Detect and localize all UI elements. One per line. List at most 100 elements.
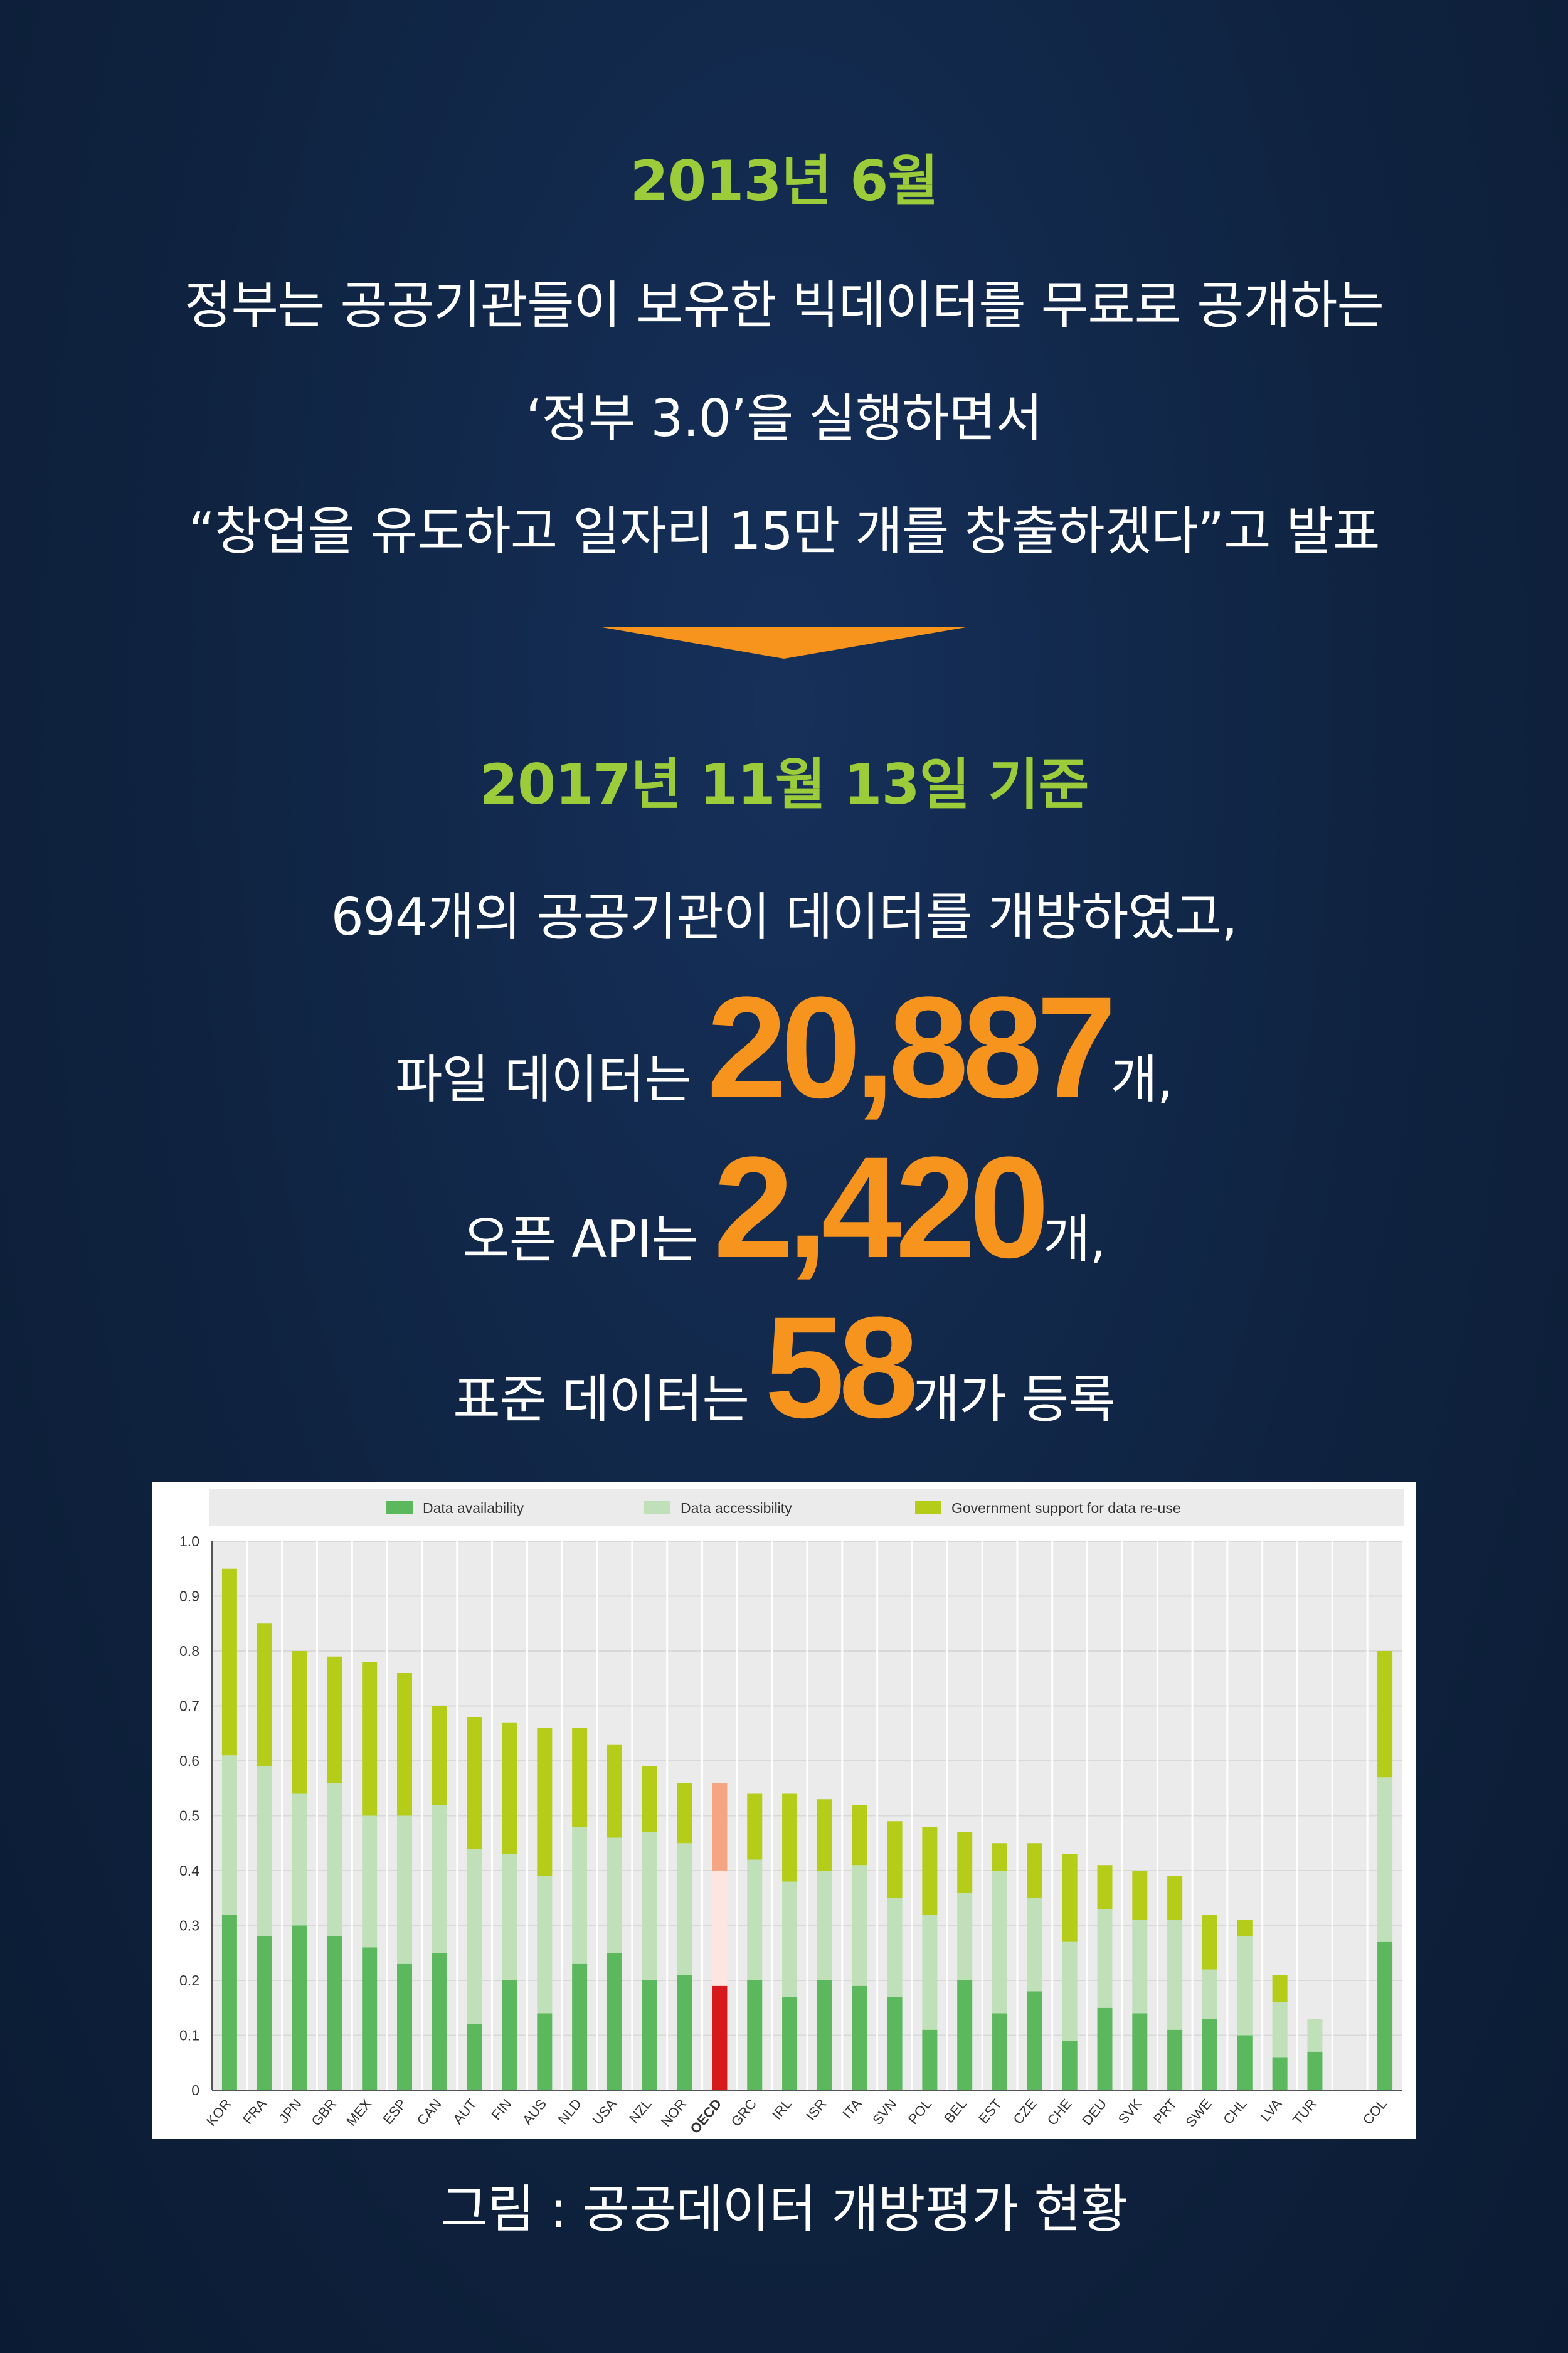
bar-segment xyxy=(221,1755,237,1915)
bar-segment xyxy=(362,1815,378,1948)
y-tick-label: 1.0 xyxy=(179,1533,199,1549)
x-tick-label: SWE xyxy=(1182,2096,1214,2130)
bar-segment xyxy=(642,1980,657,2090)
bar-segment xyxy=(782,1997,798,2090)
date-heading-2013: 2013년 6월 xyxy=(630,149,939,213)
x-tick-label: AUT xyxy=(450,2096,479,2127)
stat-file-data: 파일 데이터는 20,887개, xyxy=(0,975,1568,1120)
bar-segment xyxy=(1097,1865,1113,1909)
bar-segment xyxy=(397,1815,413,1964)
bar-segment xyxy=(1097,1909,1113,2008)
x-tick-label: ISR xyxy=(803,2096,830,2123)
stat-open-api: 오픈 API는 2,420개, xyxy=(0,1135,1568,1280)
bar-segment xyxy=(327,1656,342,1783)
x-tick-label: EST xyxy=(975,2096,1005,2127)
bar-segment xyxy=(1377,1941,1393,2090)
bar-segment xyxy=(642,1766,657,1832)
bar-segment xyxy=(887,1898,903,1997)
bar-segment xyxy=(1027,1991,1042,2090)
bar-segment xyxy=(327,1783,342,1936)
bar-segment xyxy=(572,1963,588,2090)
bar-segment xyxy=(1272,1975,1288,2002)
bar-segment xyxy=(1132,1920,1148,2014)
x-tick-label: KOR xyxy=(203,2096,235,2129)
bar-segment xyxy=(782,1793,798,1882)
bar-segment xyxy=(1272,2057,1288,2090)
bar-segment xyxy=(1062,2041,1078,2090)
x-tick-label: DEU xyxy=(1079,2096,1110,2128)
bar-segment xyxy=(572,1827,588,1964)
bar-segment xyxy=(922,2029,938,2090)
bar-segment xyxy=(467,1717,482,1849)
bar-segment xyxy=(1202,1915,1217,1970)
x-tick-label: USA xyxy=(590,2096,620,2128)
stat-file-number: 20,887 xyxy=(706,967,1116,1128)
bar-segment xyxy=(1167,2029,1183,2090)
bar-segment xyxy=(432,1805,447,1953)
bar-segment xyxy=(747,1793,763,1860)
bar-segment xyxy=(1097,2007,1113,2090)
bar-segment xyxy=(1027,1843,1042,1898)
stat-std-suffix: 개가 등록 xyxy=(912,1370,1116,1430)
legend-label-0: Data availability xyxy=(423,1500,524,1516)
stat-file-prefix: 파일 데이터는 xyxy=(395,1050,707,1110)
bar-segment xyxy=(747,1859,763,1980)
bar-segment xyxy=(992,1871,1008,2014)
stat-api-suffix: 개, xyxy=(1043,1210,1106,1270)
stat-std-number: 58 xyxy=(765,1287,919,1448)
bar-segment xyxy=(1377,1777,1393,1942)
stat-api-prefix: 오픈 API는 xyxy=(462,1210,714,1270)
summary-line: 694개의 공공기관이 데이터를 개방하였고, xyxy=(331,888,1238,947)
bar-segment xyxy=(677,1975,692,2090)
bar-segment xyxy=(817,1871,832,1980)
stat-std-prefix: 표준 데이터는 xyxy=(453,1370,765,1430)
y-tick-label: 0.5 xyxy=(179,1808,199,1824)
figure-caption: 그림 : 공공데이터 개방평가 현황 xyxy=(440,2180,1128,2239)
legend-label-1: Data accessibility xyxy=(681,1500,792,1516)
bar-segment xyxy=(1307,2051,1323,2090)
bar-segment xyxy=(221,1568,237,1756)
x-tick-label: NOR xyxy=(658,2096,690,2130)
bar-segment xyxy=(1202,2019,1217,2090)
bar-segment xyxy=(817,1799,832,1871)
bar-segment xyxy=(712,1783,728,1871)
bar-segment xyxy=(1167,1876,1183,1920)
bar-segment xyxy=(817,1980,832,2090)
x-tick-label: CHL xyxy=(1220,2096,1249,2127)
bar-segment xyxy=(362,1947,378,2090)
bar-segment xyxy=(957,1980,973,2090)
intro-line-2: ‘정부 3.0’을 실행하면서 xyxy=(526,389,1042,449)
x-tick-label: SVN xyxy=(869,2096,899,2128)
bar-segment xyxy=(467,1849,482,2024)
stat-file-suffix: 개, xyxy=(1110,1050,1173,1110)
legend-swatch-1 xyxy=(644,1501,670,1514)
legend-swatch-2 xyxy=(915,1501,941,1514)
bar-segment xyxy=(292,1925,307,2090)
y-tick-label: 0.6 xyxy=(179,1753,199,1769)
bar-segment xyxy=(922,1915,938,2030)
bar-segment xyxy=(957,1832,973,1893)
bar-segment xyxy=(502,1722,517,1854)
bar-segment xyxy=(362,1662,378,1816)
bar-segment xyxy=(887,1821,903,1898)
bar-segment xyxy=(957,1893,973,1980)
chart-svg: Data availability Data accessibility Gover… xyxy=(179,1489,1404,2137)
bar-segment xyxy=(992,2013,1008,2090)
intro-line-1: 정부는 공공기관들이 보유한 빅데이터를 무료로 공개하는 xyxy=(184,276,1384,336)
bar-segment xyxy=(887,1997,903,2090)
bar-segment xyxy=(221,1915,237,2090)
x-tick-label: LVA xyxy=(1258,2096,1285,2125)
bar-segment xyxy=(607,1837,622,1953)
bar-segment xyxy=(1132,1871,1148,1920)
down-arrow-icon xyxy=(602,627,966,659)
bar-segment xyxy=(852,1865,867,1986)
bar-segment xyxy=(1237,1936,1253,2036)
x-tick-label: TUR xyxy=(1290,2096,1320,2128)
x-tick-label: JPN xyxy=(276,2096,305,2126)
bar-segment xyxy=(257,1766,272,1936)
bar-segment xyxy=(992,1843,1008,1871)
y-tick-label: 0.1 xyxy=(179,2027,199,2044)
bar-segment xyxy=(537,2013,553,2090)
bar-segment xyxy=(852,1985,867,2090)
bar-segment xyxy=(607,1953,622,2090)
